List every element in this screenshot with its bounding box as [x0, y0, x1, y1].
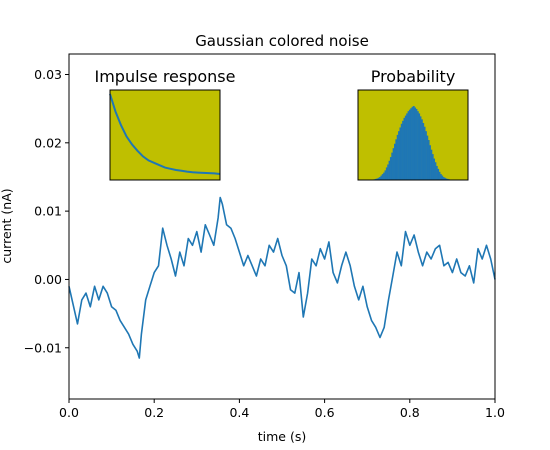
histogram-bar: [385, 167, 388, 180]
impulse-response-line: [109, 93, 221, 175]
inset-probability: Probability: [357, 67, 469, 181]
histogram-bar: [414, 107, 417, 180]
y-tick-label: 0.03: [34, 67, 62, 82]
histogram-bar: [391, 152, 393, 180]
histogram-bar: [383, 172, 385, 180]
inset-impulse-title: Impulse response: [95, 67, 236, 86]
histogram-bar: [417, 111, 419, 180]
histogram-bar: [387, 164, 389, 180]
y-ticks: −0.01 0.00 0.01 0.02 0.03: [24, 67, 69, 355]
histogram-bar: [436, 165, 438, 180]
histogram-bar: [423, 126, 426, 180]
histogram-bar: [375, 178, 377, 180]
histogram-bar: [411, 106, 414, 180]
histogram-bar: [445, 178, 448, 180]
main-axes-frame: [68, 53, 496, 400]
histogram-bar: [441, 175, 444, 180]
inset-probability-bars: [372, 106, 454, 180]
inset-impulse-frame: [109, 89, 221, 181]
histogram-bar: [407, 111, 410, 180]
histogram-bar: [425, 131, 427, 180]
x-tick-label: 0.4: [229, 405, 249, 420]
histogram-bar: [392, 148, 395, 180]
histogram-bar: [381, 174, 384, 180]
histogram-bar: [419, 116, 422, 180]
histogram-bar: [434, 162, 437, 180]
histogram-bar: [413, 106, 415, 180]
histogram-bar: [442, 177, 445, 180]
histogram-bar: [446, 178, 449, 180]
x-ticks: 0.0 0.2 0.4 0.6 0.8 1.0: [59, 399, 505, 420]
histogram-bar: [440, 174, 442, 180]
histogram-bar: [400, 123, 403, 180]
histogram-bar: [379, 177, 381, 180]
y-tick-label: −0.01: [24, 340, 62, 355]
chart-title: Gaussian colored noise: [195, 32, 369, 50]
histogram-bar: [404, 115, 407, 180]
histogram-bar: [410, 108, 412, 180]
histogram-bar: [422, 123, 425, 180]
histogram-bar: [430, 149, 433, 180]
histogram-bar: [376, 178, 379, 180]
y-tick-label: 0.00: [34, 272, 62, 287]
histogram-bar: [415, 108, 418, 180]
histogram-bar: [394, 143, 396, 180]
x-tick-label: 0.2: [144, 405, 164, 420]
x-axis-label: time (s): [258, 429, 306, 444]
histogram-bar: [388, 160, 391, 180]
histogram-bar: [438, 171, 441, 180]
series-line-0: [68, 196, 496, 359]
inset-impulse-response: Impulse response: [95, 67, 236, 181]
x-tick-label: 0.8: [400, 405, 420, 420]
inset-probability-title: Probability: [371, 67, 456, 86]
histogram-bar: [427, 140, 430, 180]
histogram-bar: [398, 131, 400, 180]
inset-impulse-series: [109, 93, 221, 175]
inset-impulse-background: [110, 90, 220, 180]
histogram-bar: [437, 168, 440, 180]
y-tick-label: 0.01: [34, 204, 62, 219]
histogram-bar: [384, 170, 387, 180]
histogram-bar: [429, 145, 431, 180]
histogram-bar: [421, 119, 423, 180]
y-tick-label: 0.02: [34, 135, 62, 150]
main-series-group: [68, 196, 496, 359]
histogram-bar: [408, 109, 411, 180]
y-axis-label: current (nA): [0, 188, 14, 263]
x-tick-label: 1.0: [485, 405, 505, 420]
histogram-bar: [406, 113, 408, 180]
histogram-bar: [389, 157, 392, 180]
histogram-bar: [426, 135, 429, 180]
histogram-bar: [395, 139, 398, 180]
histogram-bar: [402, 120, 404, 180]
histogram-bar: [418, 113, 421, 180]
inset-probability-frame: [357, 89, 469, 181]
x-tick-label: 0.6: [315, 405, 335, 420]
histogram-bar: [444, 177, 446, 180]
histogram-bar: [396, 134, 399, 180]
histogram-bar: [431, 154, 434, 180]
x-tick-label: 0.0: [59, 405, 79, 420]
histogram-bar: [399, 127, 402, 180]
histogram-bar: [380, 175, 383, 180]
histogram-bar: [433, 158, 436, 180]
histogram-bar: [403, 117, 406, 180]
histogram-bar: [377, 177, 380, 180]
